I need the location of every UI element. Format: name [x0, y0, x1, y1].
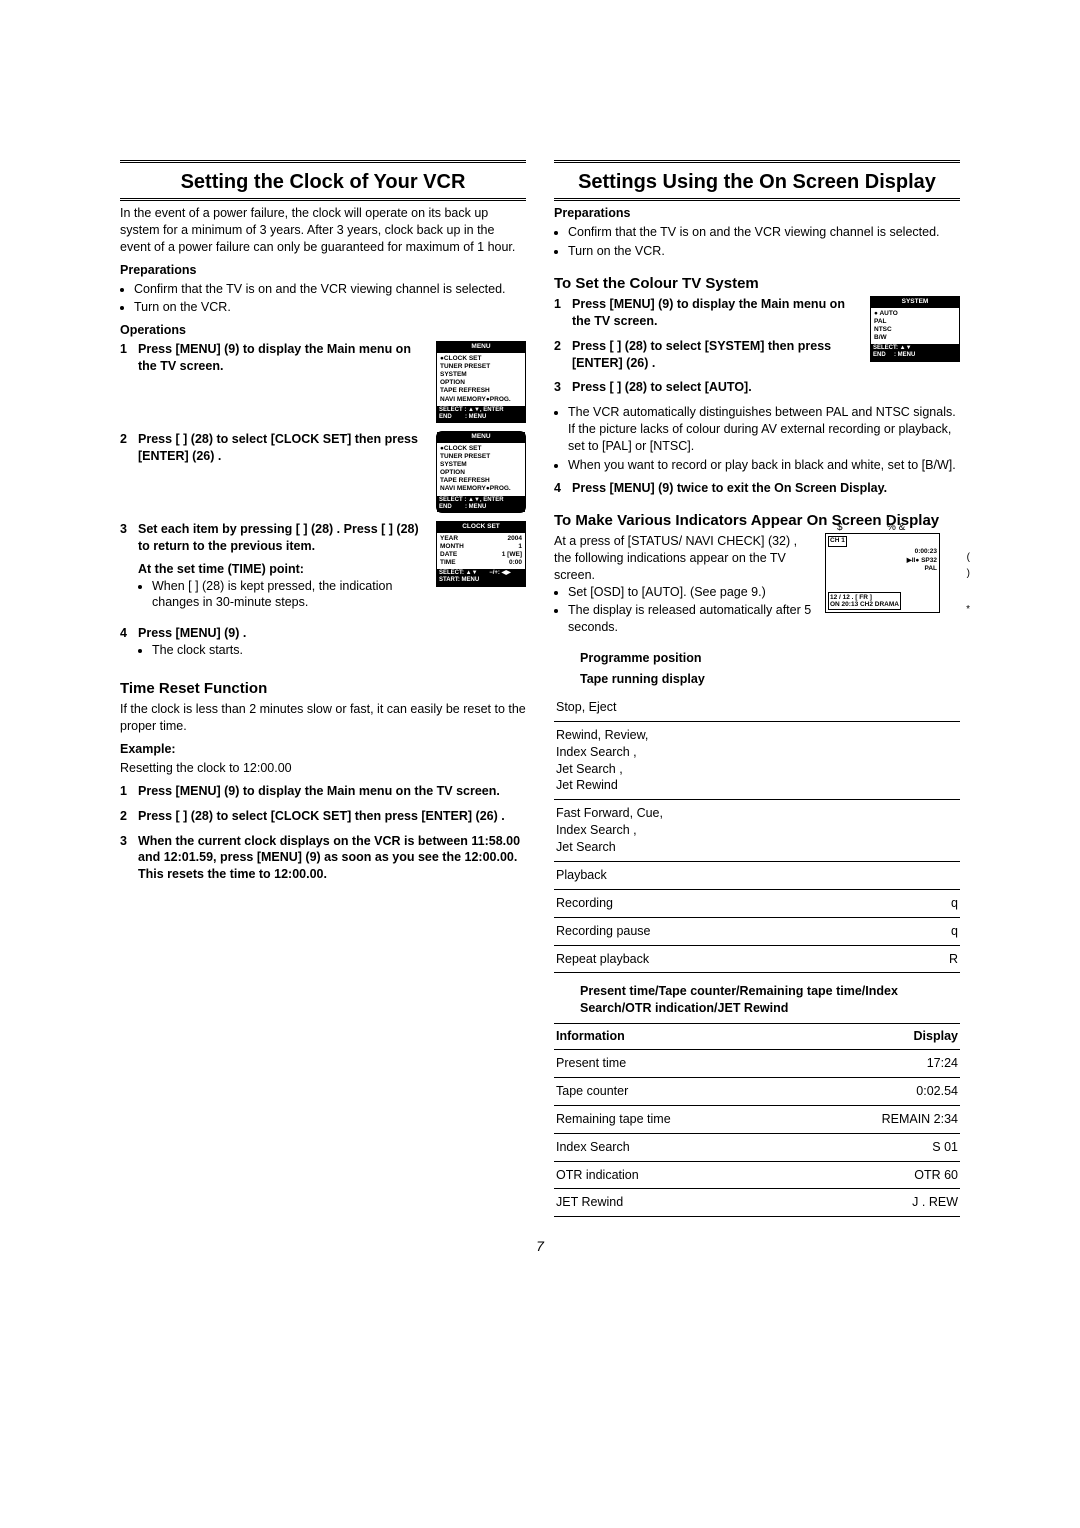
colour-system-title: To Set the Colour TV System: [554, 274, 960, 294]
osd-clockset-box: CLOCK SET YEAR2004 MONTH1 DATE1 [WE] TIM…: [436, 521, 526, 587]
right-column: Settings Using the On Screen Display Pre…: [554, 160, 960, 1217]
osd-menu-box-2: MENU ●CLOCK SET TUNER PRESET SYSTEM OPTI…: [436, 431, 526, 513]
left-column: Setting the Clock of Your VCR In the eve…: [120, 160, 526, 1217]
prep-list: Confirm that the TV is on and the VCR vi…: [120, 281, 526, 317]
step-2: 2 Press [ ] (28) to select [CLOCK SET] t…: [120, 431, 526, 513]
step-4: 4 Press [MENU] (9) . The clock starts.: [120, 625, 526, 665]
step-1: 1 Press [MENU] (9) to display the Main m…: [120, 341, 526, 423]
operations-label: Operations: [120, 322, 526, 339]
status-screen-diagram: $ % & ' ( ) * CH 1 0:00:23 ▶II● SP32 PAL…: [825, 533, 960, 642]
page-number: 7: [120, 1237, 960, 1256]
preparations-label: Preparations: [120, 262, 526, 279]
time-reset-title: Time Reset Function: [120, 679, 526, 699]
left-intro: In the event of a power failure, the clo…: [120, 205, 526, 256]
step-3: 3 Set each item by pressing [ ] (28) . P…: [120, 521, 526, 617]
osd-menu-box: MENU ●CLOCK SET TUNER PRESET SYSTEM OPTI…: [436, 341, 526, 423]
prep-item: Confirm that the TV is on and the VCR vi…: [134, 281, 526, 298]
right-title: Settings Using the On Screen Display: [554, 167, 960, 198]
page-content: Setting the Clock of Your VCR In the eve…: [120, 160, 960, 1217]
osd-system-box: SYSTEM ● AUTO PAL NTSC B/W SELECT: ▲▼ EN…: [870, 296, 960, 362]
info-display-table: Information Display Present time17:24Tap…: [554, 1023, 960, 1217]
left-title: Setting the Clock of Your VCR: [120, 167, 526, 198]
prep-item: Turn on the VCR.: [134, 299, 526, 316]
running-display-table: Stop, EjectRewind, Review, Index Search …: [554, 694, 960, 974]
